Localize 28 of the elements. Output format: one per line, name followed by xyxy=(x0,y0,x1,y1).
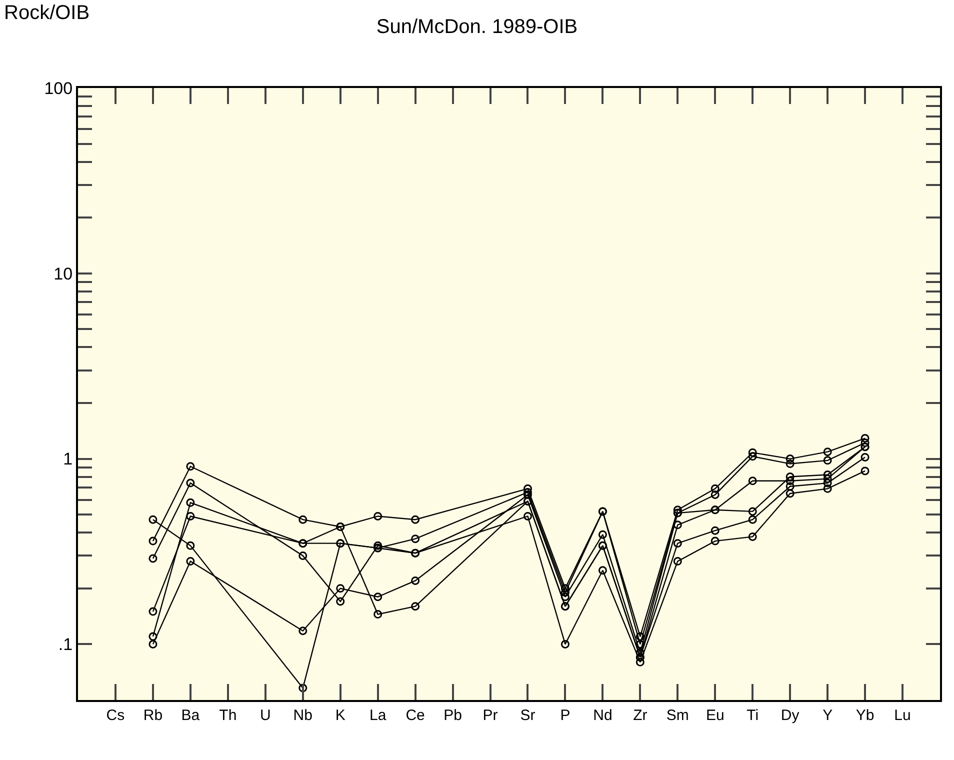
x-tick-label: La xyxy=(369,707,387,724)
x-tick-label: P xyxy=(560,707,570,724)
x-tick-label: Sm xyxy=(666,707,689,724)
x-tick-label: Ti xyxy=(746,707,759,724)
x-tick-label: Ce xyxy=(406,707,425,724)
x-tick-label: Nb xyxy=(293,707,312,724)
x-tick-label: Th xyxy=(219,707,237,724)
x-tick-label: Yb xyxy=(856,707,874,724)
x-tick-label: Rb xyxy=(143,707,163,724)
y-tick-label: 100 xyxy=(44,78,73,98)
chart-title: Sun/McDon. 1989-OIB xyxy=(376,16,578,38)
x-tick-label: Sr xyxy=(520,707,536,724)
x-tick-label: Nd xyxy=(593,707,612,724)
y-tick-label: 1 xyxy=(63,450,73,469)
x-tick-label: Cs xyxy=(106,707,125,724)
x-tick-label: Eu xyxy=(706,707,724,724)
x-tick-label: Pb xyxy=(444,707,462,724)
x-tick-label: Zr xyxy=(633,707,648,724)
x-tick-label: Dy xyxy=(780,707,800,724)
x-tick-label: Y xyxy=(822,707,833,724)
y-tick-label: 10 xyxy=(54,264,73,284)
x-tick-label: K xyxy=(335,707,346,724)
x-tick-label: Ba xyxy=(181,707,200,724)
x-tick-label: Lu xyxy=(894,707,911,724)
x-tick-label: Pr xyxy=(482,707,498,724)
y-axis-title: Rock/OIB xyxy=(4,2,90,24)
x-tick-label: U xyxy=(260,707,271,724)
y-tick-label: .1 xyxy=(58,635,73,654)
